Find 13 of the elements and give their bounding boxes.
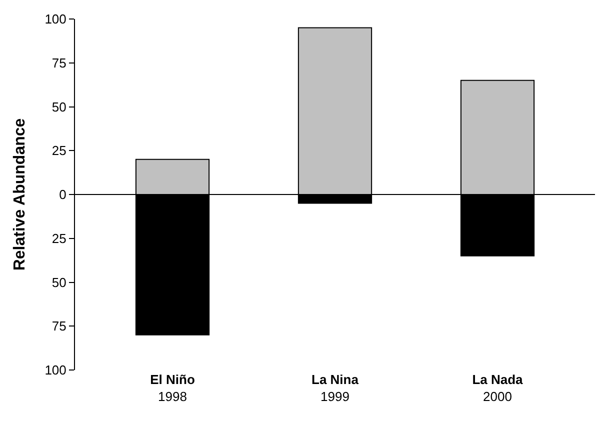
x-tick-label: El Niño 1998 — [150, 372, 195, 404]
y-tick-label: 50 — [52, 99, 66, 114]
y-tick-label: 25 — [52, 143, 66, 158]
y-tick-label: 100 — [44, 12, 66, 27]
y-tick-label: 75 — [52, 318, 66, 334]
x-tick-label: La Nada 2000 — [472, 372, 524, 404]
y-tick-label: 75 — [52, 55, 66, 70]
y-tick-label: 0 — [59, 187, 66, 202]
y-tick-label: 50 — [52, 274, 66, 290]
y-tick-label: 100 — [44, 362, 66, 378]
x-tick-label: La Nina 1999 — [312, 372, 360, 404]
y-axis-title: Relative Abundance — [12, 118, 29, 271]
y-tick-label: 25 — [52, 230, 66, 246]
